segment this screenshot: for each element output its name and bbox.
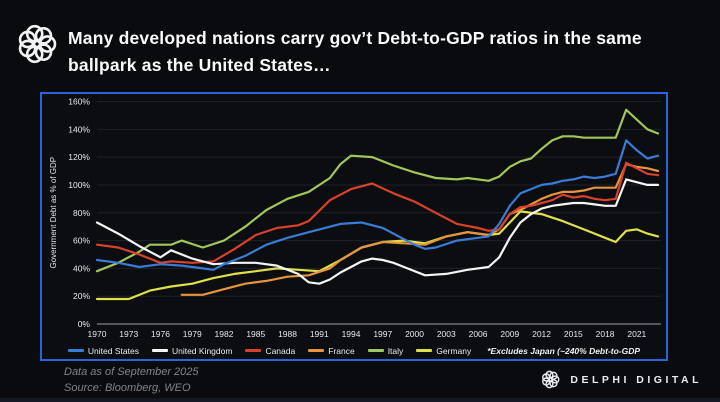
series-line-france: [180, 162, 660, 296]
legend-note: *Excludes Japan (~240% Debt-to-GDP: [487, 345, 641, 356]
delphi-logo-icon: [18, 24, 57, 64]
svg-text:2012: 2012: [532, 329, 551, 339]
svg-text:2018: 2018: [596, 329, 615, 339]
svg-text:140%: 140%: [68, 124, 90, 134]
legend-item-united-states: United States: [67, 345, 139, 356]
svg-text:80%: 80%: [73, 208, 90, 218]
svg-text:2021: 2021: [627, 329, 646, 339]
slide-title-line2: ballpark as the United States…: [68, 55, 331, 75]
legend-swatch: [416, 349, 433, 352]
y-axis-tick-labels: 0% 20% 40% 60% 80% 100% 120% 140% 160%: [68, 97, 90, 330]
legend-item-france: France: [308, 345, 355, 356]
svg-text:1988: 1988: [278, 329, 297, 339]
legend-item-united-kingdom: United Kingdom: [151, 345, 233, 356]
legend-item-germany: Germany: [416, 346, 471, 356]
brand-lockup: DELPHI DIGITAL: [540, 369, 702, 390]
svg-text:20%: 20%: [73, 291, 90, 301]
chart-canvas: 0% 20% 40% 60% 80% 100% 120% 140% 160% Government…: [49, 97, 661, 339]
svg-text:0%: 0%: [78, 319, 91, 329]
x-axis-tick-labels: 1970 1973 1976 1979 1982 1985 1988 1991 1994 1997…: [88, 329, 647, 339]
debt-to-gdp-chart: 0% 20% 40% 60% 80% 100% 120% 140% 160% Government…: [40, 92, 668, 361]
brand-wordmark: DELPHI DIGITAL: [570, 373, 702, 386]
svg-text:1991: 1991: [310, 329, 329, 339]
legend-label: United States: [87, 345, 139, 356]
svg-text:2006: 2006: [469, 329, 488, 339]
data-as-of-text: Data as of September 2025: [64, 366, 199, 378]
series-line-united-states: [95, 139, 660, 271]
y-axis-title: Government Debt as % of GDP: [49, 157, 58, 269]
svg-text:1985: 1985: [246, 329, 265, 339]
svg-text:1976: 1976: [151, 329, 170, 339]
legend-label: Italy: [387, 345, 404, 356]
svg-text:2015: 2015: [564, 329, 583, 339]
series-line-canada: [95, 161, 660, 264]
svg-text:160%: 160%: [68, 97, 90, 107]
gridlines: [97, 101, 661, 297]
footnote: Data as of September 2025 Source: Bloomb…: [64, 364, 199, 396]
legend-label: France: [328, 345, 355, 356]
legend-swatch: [308, 349, 325, 352]
legend-swatch: [151, 349, 168, 352]
legend-label: Canada: [265, 345, 296, 356]
svg-text:40%: 40%: [73, 263, 90, 273]
legend-item-canada: Canada: [245, 346, 295, 356]
svg-text:2009: 2009: [500, 329, 519, 339]
series-line-italy: [95, 108, 660, 273]
svg-text:1994: 1994: [342, 329, 361, 339]
svg-text:2003: 2003: [437, 329, 456, 339]
legend-swatch: [245, 349, 262, 352]
legend-label: Germany: [436, 345, 472, 356]
slide-title: Many developed nations carry gov’t Debt-…: [68, 25, 714, 79]
bottom-strip: [0, 398, 720, 402]
svg-text:2000: 2000: [405, 329, 424, 339]
chart-legend: United States United Kingdom Canada France I…: [42, 342, 666, 359]
legend-swatch: [67, 349, 84, 352]
slide-title-line1: Many developed nations carry gov’t Debt-…: [68, 28, 642, 48]
svg-text:1970: 1970: [88, 329, 107, 339]
svg-text:120%: 120%: [68, 152, 90, 162]
svg-text:60%: 60%: [73, 236, 90, 246]
svg-text:1979: 1979: [183, 329, 202, 339]
legend-swatch: [367, 349, 384, 352]
series-line-germany: [95, 210, 660, 301]
legend-item-italy: Italy: [367, 345, 404, 356]
svg-text:100%: 100%: [68, 180, 90, 190]
series-lines: [95, 108, 660, 301]
source-text: Source: Bloomberg, WEO: [64, 382, 191, 394]
svg-text:1997: 1997: [373, 329, 392, 339]
legend-label: United Kingdom: [171, 345, 233, 356]
delphi-logo-small-icon: [542, 370, 560, 389]
svg-text:1982: 1982: [215, 329, 234, 339]
svg-text:1973: 1973: [119, 329, 138, 339]
